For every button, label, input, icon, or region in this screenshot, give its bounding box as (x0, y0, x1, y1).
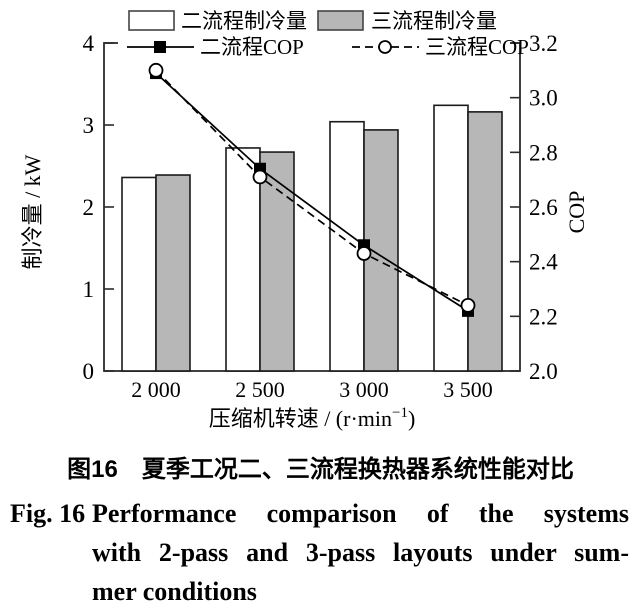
x-axis-tick-label: 2 000 (131, 377, 181, 402)
x-axis-label: 压缩机转速 / (r·min−1) (209, 405, 416, 431)
marker-circle-3pass-cop-2 (356, 246, 372, 261)
caption-english: Fig. 16 Performance comparison of the sy… (0, 494, 641, 611)
legend-label-2pass-cop: 二流程COP (200, 35, 304, 59)
marker-circle-3pass-cop-0 (148, 62, 164, 78)
caption-en-line3: mer conditions (92, 577, 257, 606)
left-axis-tick-label: 3 (83, 113, 95, 138)
caption-en-line2: with 2-pass and 3-pass layouts under sum… (92, 538, 629, 567)
bar-3pass-cooling-0 (155, 174, 191, 372)
bar-3pass-cooling-3 (467, 111, 503, 372)
left-axis-tick-label: 4 (83, 31, 95, 56)
caption-en-line1: Performance comparison of the systems (92, 499, 629, 528)
right-axis-tick-label: 2.2 (529, 304, 558, 329)
caption-fig-label: Fig. 16 (10, 499, 86, 528)
x-axis-tick-label: 3 000 (339, 377, 389, 402)
line-2pass-cop (155, 72, 469, 312)
bar-2pass-cooling-1 (225, 147, 261, 372)
legend-swatch-2pass-cooling (128, 10, 175, 31)
left-axis-tick-label: 1 (83, 277, 95, 302)
legend-label-3pass-cooling: 三流程制冷量 (371, 9, 497, 33)
legend-marker-circle-icon (378, 40, 392, 54)
legend-label-2pass-cooling: 二流程制冷量 (181, 9, 307, 33)
left-axis-tick-label: 2 (83, 195, 95, 220)
marker-circle-3pass-cop-3 (460, 297, 476, 313)
marker-circle-3pass-cop-1 (252, 169, 268, 185)
right-axis-tick-label: 2.4 (529, 250, 558, 275)
bar-2pass-cooling-0 (121, 176, 157, 372)
right-axis-tick-label: 3.0 (529, 86, 558, 111)
right-axis-tick-label: 2.6 (529, 195, 558, 220)
legend-label-3pass-cop: 三流程COP (425, 35, 529, 59)
line-3pass-cop (155, 69, 469, 307)
legend-marker-square-icon (154, 41, 166, 53)
chart: 0 1 2 3 4 2.0 2.2 2.4 2.6 2.8 3.0 3.2 2 000 2 500 3 00… (20, 9, 589, 431)
left-y-axis-label: 制冷量 / kW (20, 154, 45, 269)
left-axis-tick-label: 0 (83, 359, 95, 384)
bar-3pass-cooling-1 (259, 151, 295, 372)
caption-chinese: 图16 夏季工况二、三流程换热器系统性能对比 (67, 456, 574, 483)
right-y-axis-label: COP (564, 191, 589, 234)
legend-swatch-3pass-cooling (317, 10, 364, 31)
right-axis-tick-label: 2.8 (529, 140, 558, 165)
chart-canvas: 0 1 2 3 4 2.0 2.2 2.4 2.6 2.8 3.0 3.2 2 000 2 500 3 00… (20, 9, 589, 431)
right-axis-tick-label: 2.0 (529, 359, 558, 384)
right-axis-tick-label: 3.2 (529, 31, 558, 56)
figure-caption: 图16 夏季工况二、三流程换热器系统性能对比 Fig. 16 Performan… (0, 455, 641, 611)
x-axis-tick-label: 2 500 (235, 377, 285, 402)
bar-2pass-cooling-3 (433, 104, 469, 372)
x-axis-tick-label: 3 500 (443, 377, 493, 402)
